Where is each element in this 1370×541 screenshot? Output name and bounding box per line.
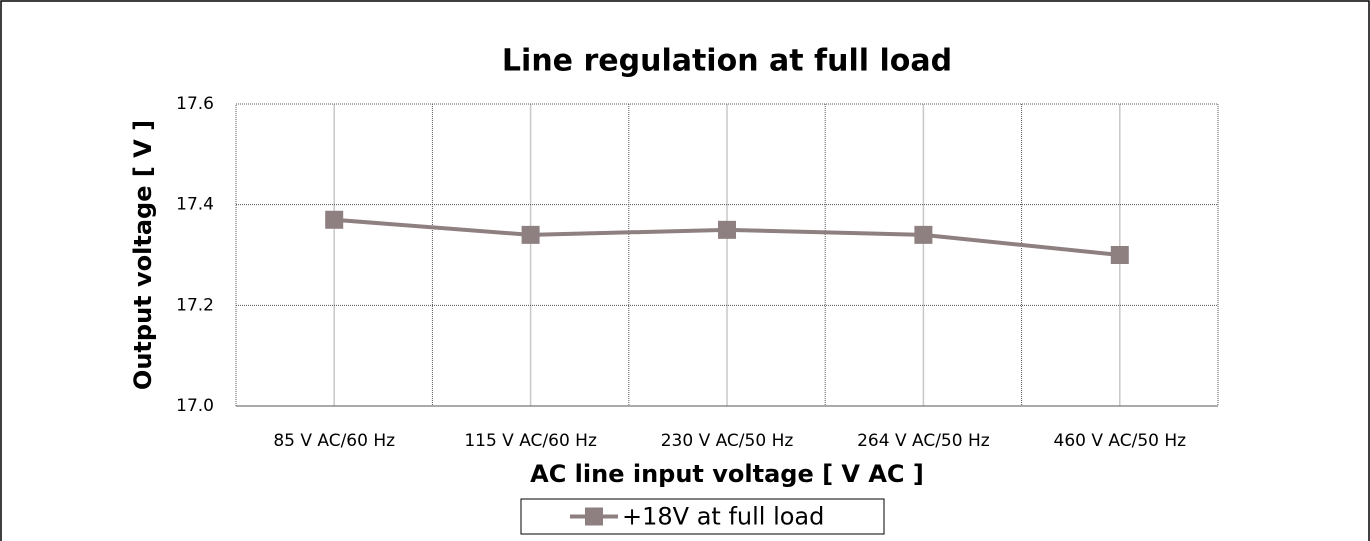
y-tick-label: 17.4 <box>176 195 214 215</box>
marker <box>1110 246 1129 264</box>
legend-marker <box>585 507 603 526</box>
legend-label: +18V at full load <box>622 503 824 531</box>
marker <box>521 225 540 244</box>
x-tick-label: 230 V AC/50 Hz <box>661 431 794 451</box>
marker <box>914 225 933 244</box>
legend-box <box>520 498 885 535</box>
y-tick-label: 17.0 <box>176 396 214 416</box>
x-tick-label: 85 V AC/60 Hz <box>273 431 395 451</box>
y-tick-label: 17.6 <box>176 94 214 114</box>
x-tick-label: 115 V AC/60 Hz <box>464 431 597 451</box>
x-tick-label: 460 V AC/50 Hz <box>1054 431 1187 451</box>
y-axis-label: Output voltage [ V ] <box>129 120 157 390</box>
marker <box>325 210 344 229</box>
x-axis-label: AC line input voltage [ V AC ] <box>530 460 924 488</box>
marker <box>718 220 736 239</box>
chart-title: Line regulation at full load <box>502 44 952 79</box>
plot-border <box>235 103 1219 407</box>
x-tick-label: 264 V AC/50 Hz <box>857 431 990 451</box>
y-tick-label: 17.2 <box>176 295 214 315</box>
